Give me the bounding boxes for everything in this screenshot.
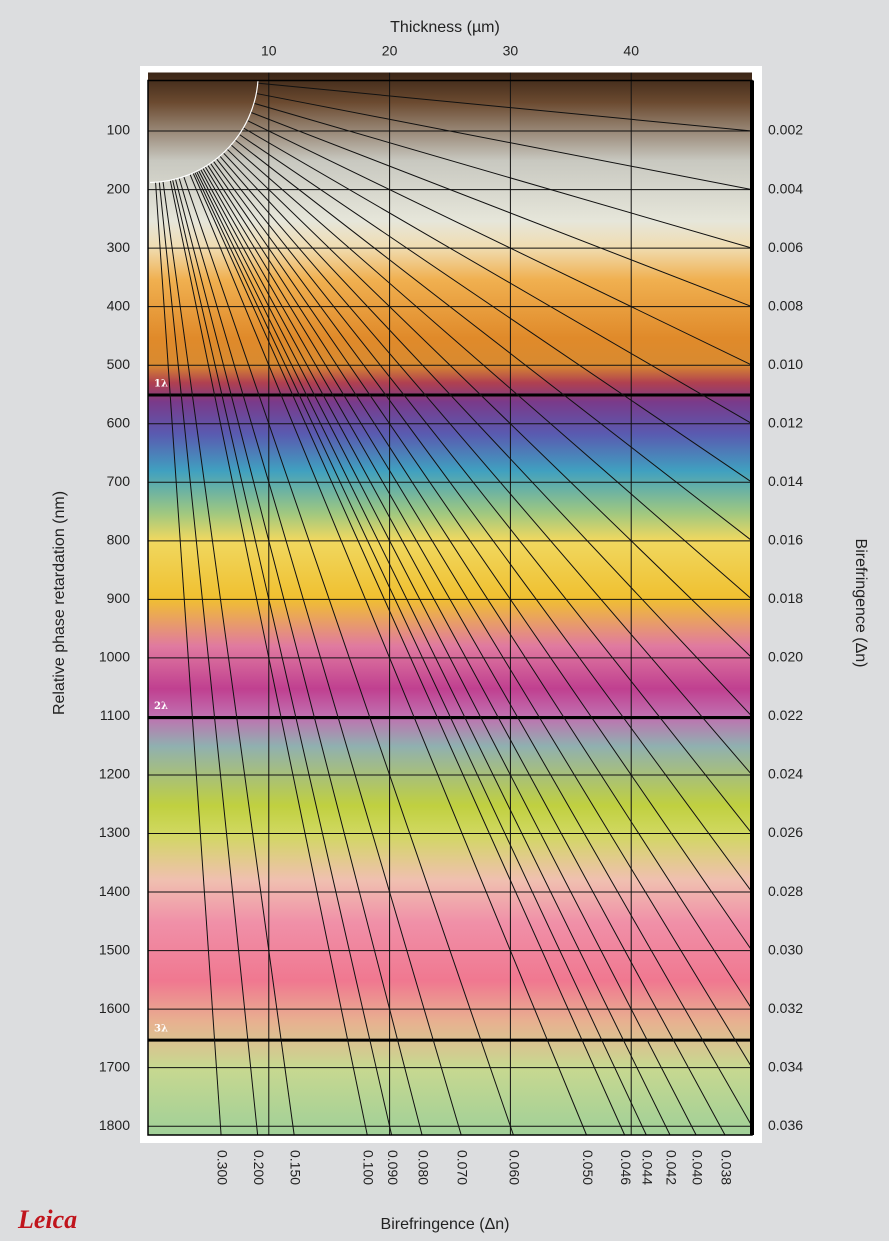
bottom-axis-title: Birefringence (Δn) [381,1216,510,1233]
x-tick-label: 10 [261,43,277,59]
y-tick-label: 500 [107,356,131,372]
chart: Thickness (µm) Relative phase retardatio… [0,0,889,1241]
y-tick-label: 700 [107,473,131,489]
y2-tick-label: 0.034 [768,1058,803,1074]
y-tick-label: 1500 [99,941,130,957]
chart-title: Thickness (µm) [390,19,500,36]
y2-tick-label: 0.022 [768,707,803,723]
bottom-tick-label: 0.044 [640,1150,656,1185]
y2-tick-label: 0.032 [768,1000,803,1016]
y-tick-label: 1700 [99,1058,130,1074]
bottom-tick-label: 0.060 [507,1150,523,1185]
y-tick-label: 600 [107,414,131,430]
bottom-tick-label: 0.050 [580,1150,596,1185]
y2-tick-label: 0.024 [768,766,803,782]
x-tick-label: 40 [623,43,639,59]
x-tick-label: 20 [382,43,398,59]
bottom-tick-label: 0.100 [361,1150,377,1185]
y2-tick-label: 0.028 [768,883,803,899]
logo: Leica [17,1205,77,1234]
y2-tick-label: 0.006 [768,239,803,255]
y-tick-label: 800 [107,532,131,548]
y-tick-label: 1300 [99,824,130,840]
y2-tick-label: 0.002 [768,122,803,138]
y2-tick-label: 0.018 [768,590,803,606]
bottom-tick-label: 0.038 [718,1150,734,1185]
y2-tick-label: 0.010 [768,356,803,372]
y2-tick-label: 0.016 [768,532,803,548]
y-tick-label: 1400 [99,883,130,899]
order-label: 3λ [154,1024,168,1035]
x-tick-label: 30 [503,43,519,59]
y-tick-label: 1000 [99,649,130,665]
y-tick-label: 1600 [99,1000,130,1016]
bottom-tick-label: 0.046 [618,1150,634,1185]
y-tick-label: 400 [107,297,131,313]
y-tick-label: 1200 [99,766,130,782]
y2-tick-label: 0.014 [768,473,803,489]
y2-tick-label: 0.004 [768,180,803,196]
bottom-tick-label: 0.200 [251,1150,267,1185]
bottom-tick-label: 0.150 [287,1150,303,1185]
y2-tick-label: 0.030 [768,941,803,957]
order-label: 2λ [154,701,168,712]
order-label: 1λ [154,379,168,390]
y2-tick-label: 0.020 [768,649,803,665]
y-tick-label: 1800 [99,1117,130,1133]
y-tick-label: 900 [107,590,131,606]
plot-background [148,73,752,1136]
y2-tick-label: 0.012 [768,414,803,430]
y-tick-label: 100 [107,122,131,138]
y2-tick-label: 0.036 [768,1117,803,1133]
y2-tick-label: 0.026 [768,824,803,840]
y-tick-label: 200 [107,180,131,196]
y-axis-title: Relative phase retardation (nm) [51,491,68,715]
y-tick-label: 300 [107,239,131,255]
bottom-tick-label: 0.040 [689,1150,705,1185]
bottom-tick-label: 0.042 [663,1150,679,1185]
y-tick-label: 1100 [100,707,130,723]
bottom-tick-label: 0.300 [214,1150,230,1185]
bottom-tick-label: 0.080 [415,1150,431,1185]
y2-tick-label: 0.008 [768,297,803,313]
y2-axis-title: Birefringence (Δn) [852,539,869,668]
bottom-tick-label: 0.090 [385,1150,401,1185]
bottom-tick-label: 0.070 [455,1150,471,1185]
